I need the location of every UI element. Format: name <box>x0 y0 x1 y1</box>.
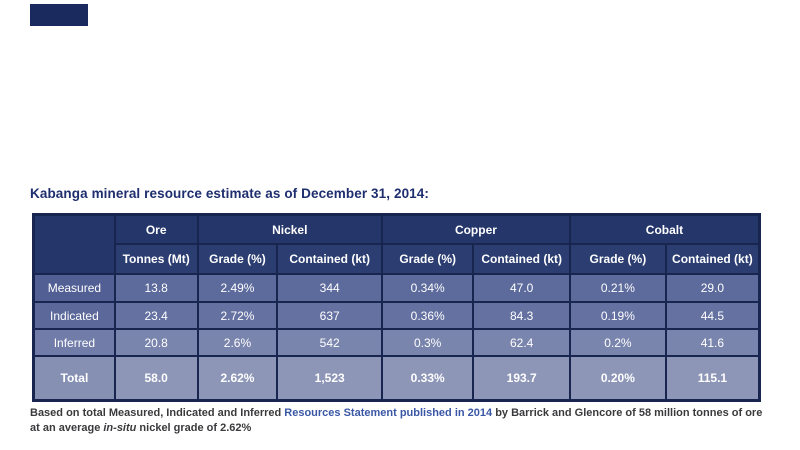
data-cell: 542 <box>276 328 383 357</box>
data-cell: 84.3 <box>472 301 571 330</box>
data-cell: 193.7 <box>472 355 571 402</box>
data-cell: 1,523 <box>276 355 383 402</box>
data-cell: 2.72% <box>196 301 279 330</box>
footnote-insitu-italic: in-situ <box>103 421 137 434</box>
data-cell: 2.62% <box>196 355 279 402</box>
row-label: Measured <box>32 273 116 303</box>
footnote-text: at an average <box>30 421 104 434</box>
row-label: Inferred <box>32 328 116 357</box>
footnote-text: Based on total Measured, Indicated and I… <box>30 407 285 419</box>
footnote-text: by Barrick and Glencore of 58 million to… <box>492 407 763 419</box>
data-cell: 20.8 <box>113 328 199 357</box>
group-header-cobalt: Cobalt <box>568 213 761 245</box>
data-cell: 58.0 <box>113 355 199 402</box>
group-header-row: Ore Nickel Copper Cobalt <box>32 213 761 275</box>
page-title: Kabanga mineral resource estimate as of … <box>30 186 429 201</box>
logo-block <box>30 4 88 26</box>
data-cell: 62.4 <box>472 328 571 357</box>
resource-table: Ore Nickel Copper Cobalt Tonnes (Mt) Gra… <box>32 213 761 402</box>
footnote-text: nickel grade of 2.62% <box>136 421 252 434</box>
row-label: Indicated <box>32 301 116 330</box>
col-header-copper-grade: Grade (%) <box>380 243 475 275</box>
col-header-nickel-grade: Grade (%) <box>196 243 279 275</box>
data-cell: 44.5 <box>664 301 761 330</box>
group-header-ore: Ore <box>113 213 199 245</box>
data-cell: 0.3% <box>380 328 475 357</box>
col-header-copper-contained: Contained (kt) <box>472 243 571 275</box>
table-row-measured: Measured 13.8 2.49% 344 0.34% 47.0 0.21%… <box>32 273 761 303</box>
data-cell: 115.1 <box>664 355 761 402</box>
col-header-cobalt-grade: Grade (%) <box>568 243 667 275</box>
group-header-nickel: Nickel <box>196 213 383 245</box>
data-cell: 2.6% <box>196 328 279 357</box>
data-cell: 0.34% <box>380 273 475 303</box>
group-header-copper: Copper <box>380 213 571 245</box>
data-cell: 47.0 <box>472 273 571 303</box>
col-header-cobalt-contained: Contained (kt) <box>664 243 761 275</box>
data-cell: 0.19% <box>568 301 667 330</box>
row-label: Total <box>32 355 116 402</box>
corner-cell <box>32 213 116 275</box>
data-cell: 0.36% <box>380 301 475 330</box>
table-row-total: Total 58.0 2.62% 1,523 0.33% 193.7 0.20%… <box>32 355 761 402</box>
col-header-nickel-contained: Contained (kt) <box>276 243 383 275</box>
data-cell: 23.4 <box>113 301 199 330</box>
data-cell: 2.49% <box>196 273 279 303</box>
table-row-indicated: Indicated 23.4 2.72% 637 0.36% 84.3 0.19… <box>32 301 761 330</box>
data-cell: 0.20% <box>568 355 667 402</box>
data-cell: 637 <box>276 301 383 330</box>
data-cell: 41.6 <box>664 328 761 357</box>
col-header-tonnes: Tonnes (Mt) <box>113 243 199 275</box>
data-cell: 29.0 <box>664 273 761 303</box>
data-cell: 13.8 <box>113 273 199 303</box>
data-cell: 0.21% <box>568 273 667 303</box>
footnote: Based on total Measured, Indicated and I… <box>30 406 782 435</box>
data-cell: 0.33% <box>380 355 475 402</box>
resources-statement-link[interactable]: Resources Statement published in 2014 <box>284 407 493 419</box>
data-cell: 344 <box>276 273 383 303</box>
data-cell: 0.2% <box>568 328 667 357</box>
table-row-inferred: Inferred 20.8 2.6% 542 0.3% 62.4 0.2% 41… <box>32 328 761 357</box>
column-header-row: Tonnes (Mt) Grade (%) Contained (kt) Gra… <box>34 243 761 275</box>
